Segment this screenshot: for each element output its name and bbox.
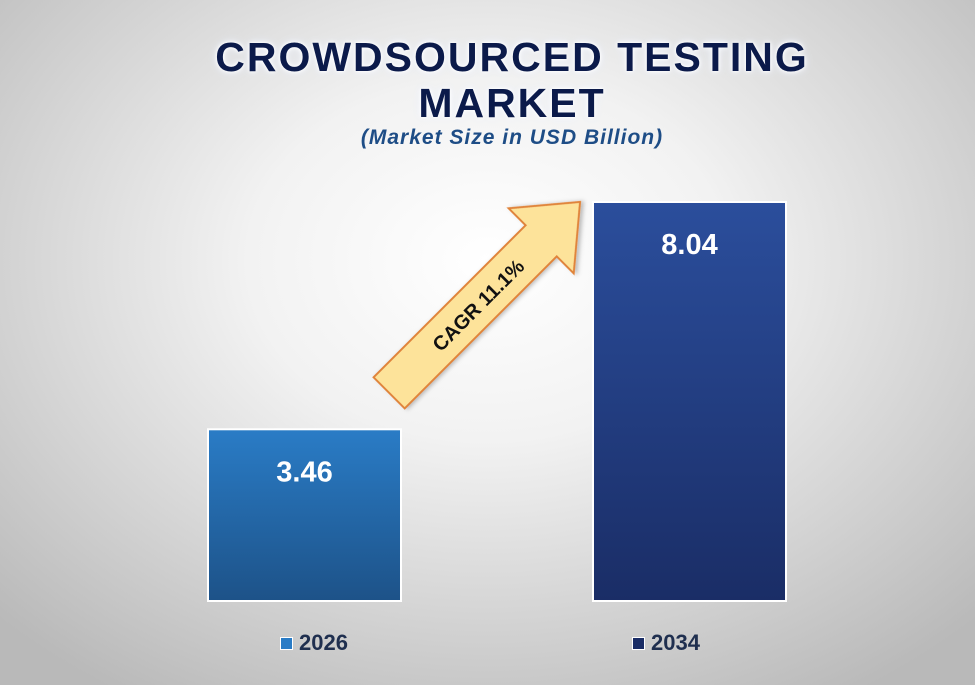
- legend-item-2026: 2026: [280, 630, 348, 656]
- chart-title-line-2: MARKET: [418, 80, 606, 126]
- cagr-arrow: CAGR 11.1%: [372, 200, 582, 410]
- arrow-up-right-icon: [372, 200, 582, 410]
- legend-label: 2034: [651, 630, 700, 655]
- legend-item-2034: 2034: [632, 630, 700, 656]
- bar-2034: [592, 201, 787, 602]
- legend-swatch: [632, 636, 645, 650]
- legend-label: 2026: [299, 630, 348, 655]
- chart-title-line-1: CROWDSOURCED TESTING: [215, 34, 809, 80]
- chart-subtitle: (Market Size in USD Billion): [360, 126, 664, 149]
- legend-swatch: [280, 636, 293, 650]
- bar-value-label-2026: 3.46: [276, 456, 332, 488]
- bar-2026: [207, 428, 402, 602]
- bar-value-label-2034: 8.04: [661, 229, 717, 261]
